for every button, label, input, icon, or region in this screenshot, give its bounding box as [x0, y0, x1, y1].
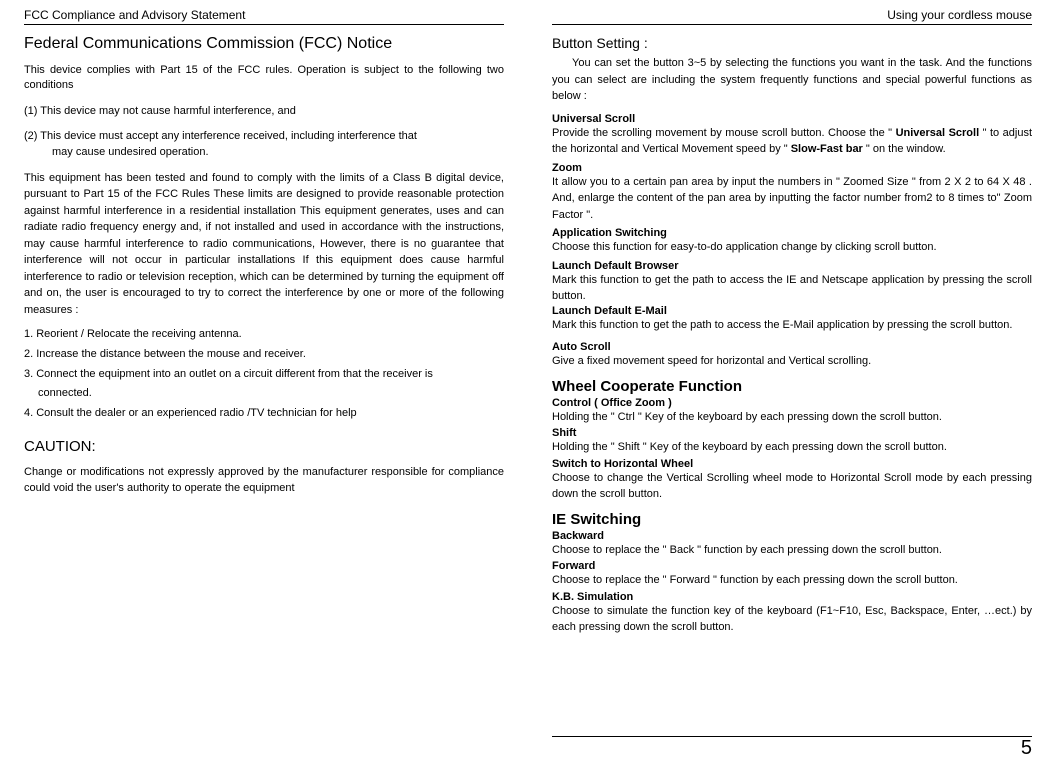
app-switching-heading: Application Switching — [552, 227, 1032, 239]
us-b3: " on the window. — [863, 143, 946, 155]
kb-sim-body: Choose to simulate the function key of t… — [552, 603, 1032, 636]
shift-body: Holding the " Shift " Key of the keyboar… — [552, 439, 1032, 456]
forward-body: Choose to replace the " Forward " functi… — [552, 572, 1032, 589]
launch-browser-heading: Launch Default Browser — [552, 260, 1032, 272]
fcc-p3b: may cause undesired operation. — [24, 145, 504, 160]
kb-sim-heading: K.B. Simulation — [552, 591, 1032, 603]
fcc-p3a: (2) This device must accept any interfer… — [24, 129, 504, 144]
caution-body: Change or modifications not expressly ap… — [24, 465, 504, 496]
fcc-p4: This equipment has been tested and found… — [24, 170, 504, 319]
page-number: 5 — [552, 736, 1032, 760]
right-header: Using your cordless mouse — [552, 8, 1032, 25]
control-heading: Control ( Office Zoom ) — [552, 397, 1032, 409]
list-item-1: 1. Reorient / Relocate the receiving ant… — [24, 326, 504, 344]
button-setting-intro: You can set the button 3~5 by selecting … — [552, 55, 1032, 105]
list-item-4: 4. Consult the dealer or an experienced … — [24, 405, 504, 423]
left-header: FCC Compliance and Advisory Statement — [24, 8, 504, 25]
backward-body: Choose to replace the " Back " function … — [552, 542, 1032, 559]
us-b1: Provide the scrolling movement by mouse … — [552, 127, 896, 139]
universal-scroll-body: Provide the scrolling movement by mouse … — [552, 125, 1032, 158]
list-item-3: 3. Connect the equipment into an outlet … — [24, 366, 504, 384]
fcc-title: Federal Communications Commission (FCC) … — [24, 35, 504, 53]
list-item-2: 2. Increase the distance between the mou… — [24, 346, 504, 364]
fcc-p3: (2) This device must accept any interfer… — [24, 129, 504, 160]
zoom-heading: Zoom — [552, 162, 1032, 174]
button-setting-title: Button Setting : — [552, 35, 1032, 51]
zoom-body: It allow you to a certain pan area by in… — [552, 174, 1032, 224]
fcc-p1: This device complies with Part 15 of the… — [24, 63, 504, 94]
switch-hw-body: Choose to change the Vertical Scrolling … — [552, 470, 1032, 503]
us-b2-bold: Slow-Fast bar — [791, 143, 863, 155]
backward-heading: Backward — [552, 530, 1032, 542]
page-container: FCC Compliance and Advisory Statement Fe… — [0, 0, 1056, 764]
universal-scroll-heading: Universal Scroll — [552, 113, 1032, 125]
us-b1-bold: Universal Scroll — [896, 127, 980, 139]
wheel-cooperate-heading: Wheel Cooperate Function — [552, 378, 1032, 395]
launch-browser-body: Mark this function to get the path to ac… — [552, 272, 1032, 305]
left-page: FCC Compliance and Advisory Statement Fe… — [0, 0, 528, 764]
caution-heading: CAUTION: — [24, 438, 504, 455]
fcc-measures-list: 1. Reorient / Relocate the receiving ant… — [24, 326, 504, 422]
shift-heading: Shift — [552, 427, 1032, 439]
ie-switching-heading: IE Switching — [552, 511, 1032, 528]
launch-email-heading: Launch Default E-Mail — [552, 305, 1032, 317]
right-page: Using your cordless mouse Button Setting… — [528, 0, 1056, 764]
list-item-3b: connected. — [24, 385, 504, 403]
launch-email-body: Mark this function to get the path to ac… — [552, 317, 1032, 334]
auto-scroll-heading: Auto Scroll — [552, 341, 1032, 353]
auto-scroll-body: Give a fixed movement speed for horizont… — [552, 353, 1032, 370]
control-body: Holding the " Ctrl " Key of the keyboard… — [552, 409, 1032, 426]
switch-hw-heading: Switch to Horizontal Wheel — [552, 458, 1032, 470]
fcc-p2: (1) This device may not cause harmful in… — [24, 104, 504, 119]
forward-heading: Forward — [552, 560, 1032, 572]
app-switching-body: Choose this function for easy-to-do appl… — [552, 239, 1032, 256]
